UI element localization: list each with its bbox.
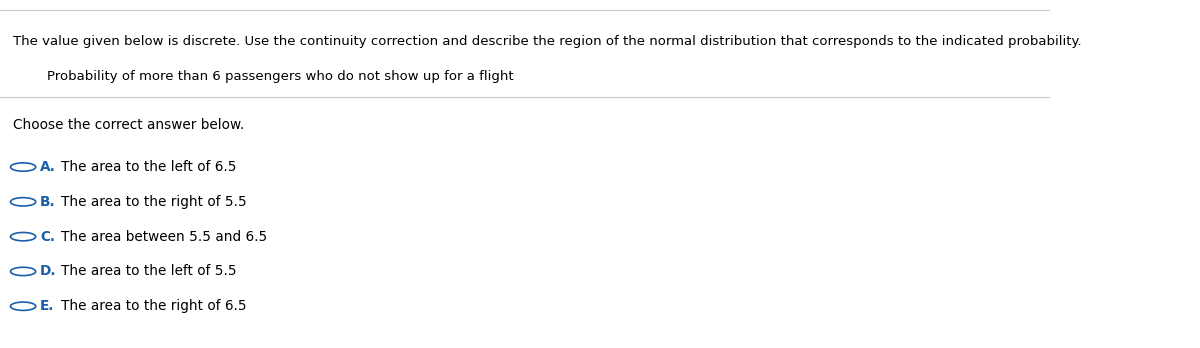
Text: E.: E. (40, 299, 54, 313)
Text: The area to the left of 6.5: The area to the left of 6.5 (61, 160, 236, 174)
Text: Choose the correct answer below.: Choose the correct answer below. (13, 118, 244, 132)
Text: Probability of more than 6 passengers who do not show up for a flight: Probability of more than 6 passengers wh… (47, 70, 514, 83)
Text: A.: A. (40, 160, 55, 174)
Text: D.: D. (40, 264, 56, 278)
Text: The value given below is discrete. Use the continuity correction and describe th: The value given below is discrete. Use t… (13, 35, 1081, 48)
Text: The area to the left of 5.5: The area to the left of 5.5 (61, 264, 236, 278)
Text: B.: B. (40, 195, 55, 209)
Text: The area between 5.5 and 6.5: The area between 5.5 and 6.5 (61, 230, 268, 244)
Text: The area to the right of 5.5: The area to the right of 5.5 (61, 195, 247, 209)
Text: The area to the right of 6.5: The area to the right of 6.5 (61, 299, 246, 313)
Text: C.: C. (40, 230, 55, 244)
